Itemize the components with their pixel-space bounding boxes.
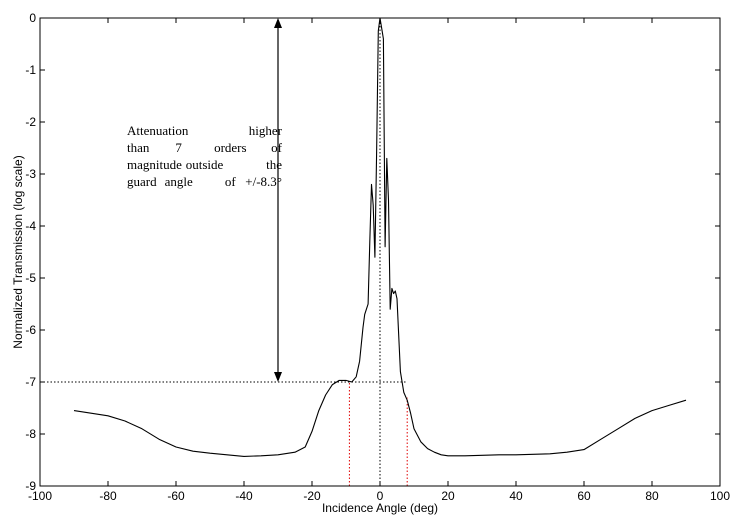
x-tick-label: -100 [28, 489, 52, 503]
y-tick-label: -3 [25, 167, 36, 181]
x-tick-label: 100 [710, 489, 730, 503]
annotation-word: higher [249, 123, 283, 138]
x-tick-label: 20 [441, 489, 455, 503]
x-tick-label: 80 [645, 489, 659, 503]
arrow-head-top [274, 18, 282, 28]
y-tick-label: -1 [25, 63, 36, 77]
y-tick-label: -5 [25, 271, 36, 285]
x-tick-label: -60 [167, 489, 185, 503]
annotation-word: 7 [175, 140, 182, 155]
x-axis-label: Incidence Angle (deg) [322, 501, 438, 515]
annotation-word: orders [214, 140, 247, 155]
annotation-word: the [266, 157, 282, 172]
annotation-word: Attenuation [127, 123, 189, 138]
annotation-word: magnitude [127, 157, 182, 172]
x-tick-label: -20 [303, 489, 321, 503]
y-tick-label: -6 [25, 323, 36, 337]
annotation-word: outside [186, 157, 224, 172]
arrow-annotation [274, 18, 282, 382]
y-ticks: 0 -1 -2 -3 -4 -5 -6 -7 -8 -9 [25, 11, 720, 493]
x-tick-label: 40 [509, 489, 523, 503]
annotation-word: than [127, 140, 150, 155]
x-tick-label: 60 [577, 489, 591, 503]
annotation-word: of [225, 174, 237, 189]
y-tick-label: -4 [25, 219, 36, 233]
annotation-word: angle [165, 174, 193, 189]
x-tick-label: 0 [377, 489, 384, 503]
annotation-word: +/-8.3° [245, 174, 282, 189]
reference-lines [40, 18, 408, 486]
y-tick-label: -7 [25, 375, 36, 389]
y-tick-label: -2 [25, 115, 36, 129]
x-tick-label: -80 [99, 489, 117, 503]
annotation-word: of [271, 140, 283, 155]
y-tick-label: -9 [25, 479, 36, 493]
annotation-text: Attenuation higher than 7 orders of magnitude o… [127, 123, 283, 189]
y-tick-label: -8 [25, 427, 36, 441]
arrow-head-bottom [274, 372, 282, 382]
y-tick-label: 0 [29, 11, 36, 25]
annotation-word: guard [127, 174, 157, 189]
y-axis-label: Normalized Transmission (log scale) [11, 155, 25, 348]
x-tick-label: -40 [235, 489, 253, 503]
x-ticks: -100 -80 -60 -40 -20 0 20 40 60 80 100 [28, 18, 730, 503]
